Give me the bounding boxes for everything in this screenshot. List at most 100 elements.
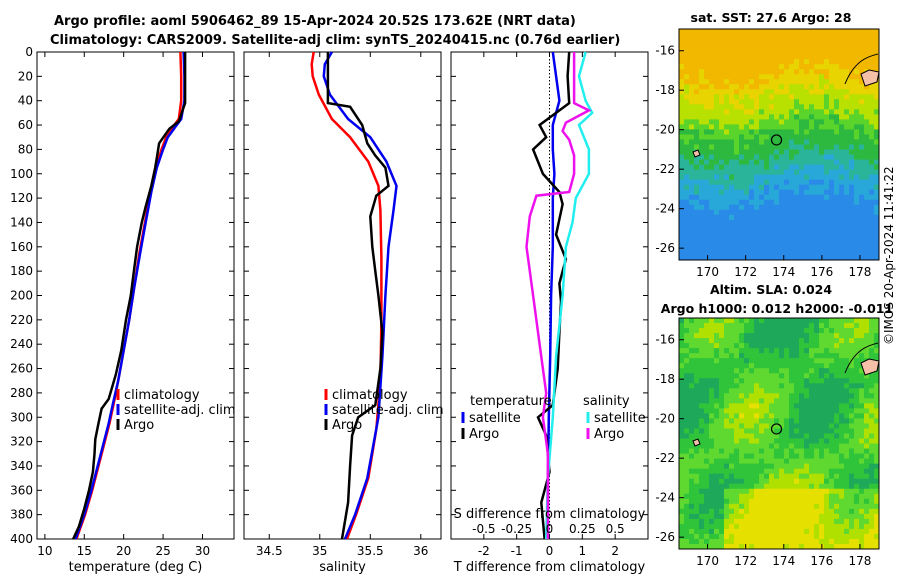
map-cell xyxy=(829,119,835,125)
map-cell xyxy=(824,209,830,216)
map-cell xyxy=(804,528,810,535)
map-cell xyxy=(829,84,835,90)
map-cell xyxy=(829,214,835,221)
map-cell xyxy=(789,154,795,160)
map-cell xyxy=(789,538,795,545)
map-cell xyxy=(774,214,780,221)
map-cell xyxy=(679,129,685,135)
map-cell xyxy=(799,74,805,80)
map-cell xyxy=(774,119,780,125)
map-cell xyxy=(684,498,690,505)
map-cell xyxy=(874,189,880,196)
map-cell xyxy=(804,234,810,241)
diff-series xyxy=(525,52,592,539)
map-cell xyxy=(819,528,825,535)
map-cell xyxy=(814,338,820,344)
map-cell xyxy=(759,413,765,419)
map-cell xyxy=(829,219,835,226)
map-cell xyxy=(759,199,765,206)
map-cell xyxy=(789,224,795,231)
map-cell xyxy=(854,74,860,80)
map-cell xyxy=(814,348,820,354)
map-cell xyxy=(764,134,770,140)
map-cell xyxy=(874,199,880,206)
map-cell xyxy=(769,214,775,221)
island-shape xyxy=(860,358,880,376)
map-cell xyxy=(749,353,755,359)
map-cell xyxy=(699,109,705,115)
map-cell xyxy=(724,199,730,206)
map-cell xyxy=(784,109,790,115)
map-cell xyxy=(804,189,810,196)
map-cell xyxy=(744,343,750,349)
map-cell xyxy=(789,368,795,374)
map-cell xyxy=(794,418,800,424)
map-cell xyxy=(809,79,815,85)
map-cell xyxy=(779,64,785,70)
map-cell xyxy=(869,488,875,495)
map-cell xyxy=(724,154,730,160)
map-cell xyxy=(684,533,690,540)
map-cell xyxy=(714,418,720,424)
legend-label: satellite-adj. clim xyxy=(124,403,236,418)
map-cell xyxy=(679,463,685,470)
map-cell xyxy=(704,353,710,359)
map-cell xyxy=(759,29,765,35)
map-cell xyxy=(759,149,765,155)
map-cell xyxy=(799,159,805,165)
map-cell xyxy=(784,194,790,201)
map-cell xyxy=(789,418,795,424)
map-cell xyxy=(739,129,745,135)
map-cell xyxy=(799,34,805,40)
map-cell xyxy=(809,458,815,465)
map-cell xyxy=(794,224,800,231)
map-cell xyxy=(799,498,805,505)
map-cell xyxy=(849,149,855,155)
map-cell xyxy=(774,393,780,399)
map-cell xyxy=(739,448,745,454)
map-cell xyxy=(764,39,770,45)
map-cell xyxy=(739,94,745,100)
map-cell xyxy=(784,174,790,181)
map-cell xyxy=(774,79,780,85)
map-cell xyxy=(864,328,870,334)
map-cell xyxy=(859,219,865,226)
map-cell xyxy=(779,104,785,110)
map-cell xyxy=(779,219,785,226)
map-cell xyxy=(854,149,860,155)
map-cell xyxy=(829,433,835,439)
map-cell xyxy=(819,119,825,125)
map-cell xyxy=(789,363,795,369)
map-cell xyxy=(859,483,865,490)
map-cell xyxy=(679,448,685,454)
map-cell xyxy=(874,338,880,344)
map-cell xyxy=(794,443,800,449)
map-cell xyxy=(824,543,830,550)
map-cell xyxy=(869,199,875,206)
map-cell xyxy=(684,538,690,545)
map-cell xyxy=(834,378,840,384)
map-cell xyxy=(854,438,860,444)
map-cell xyxy=(699,468,705,475)
map-cell xyxy=(684,34,690,40)
map-cell xyxy=(844,518,850,525)
map-cell xyxy=(744,493,750,500)
map-cell xyxy=(754,493,760,500)
map-cell xyxy=(774,338,780,344)
map-cell xyxy=(814,363,820,369)
map-cell xyxy=(729,493,735,500)
map-cell xyxy=(739,139,745,145)
map-cell xyxy=(744,478,750,485)
map-cell xyxy=(839,229,845,236)
map-cell xyxy=(714,353,720,359)
map-cell xyxy=(774,184,780,191)
map-cell xyxy=(784,403,790,409)
y-tick-label: 80 xyxy=(18,142,33,156)
map-cell xyxy=(819,59,825,65)
map-cell xyxy=(824,249,830,256)
plot-frame xyxy=(243,51,442,540)
map-cell xyxy=(869,383,875,389)
map-cell xyxy=(694,34,700,40)
map-cell xyxy=(839,174,845,181)
map-cell xyxy=(874,423,880,429)
